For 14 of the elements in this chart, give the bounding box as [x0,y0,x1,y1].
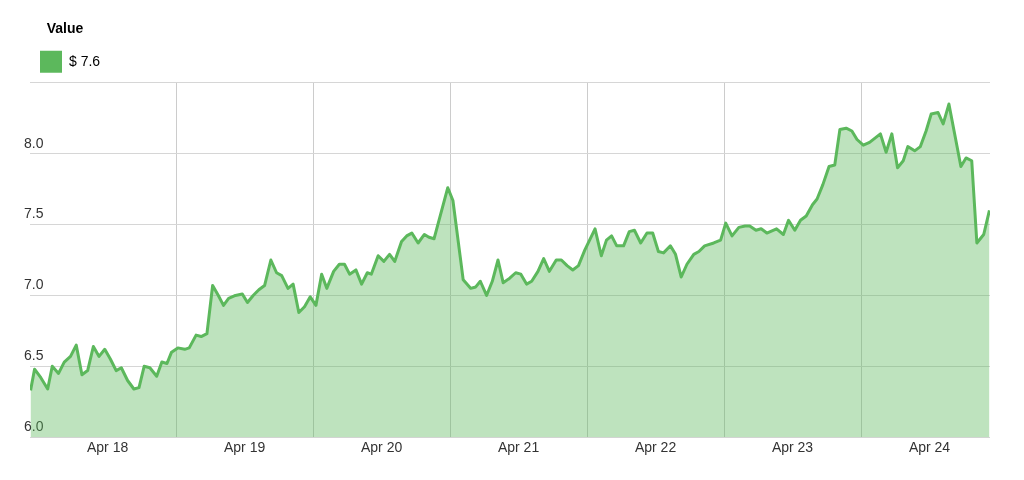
y-tick-label: 6.0 [24,418,44,435]
x-tick-label: Apr 24 [908,439,951,456]
x-tick-label: Apr 21 [497,439,540,456]
legend-label: $ 7.6 [69,52,101,69]
y-tick-label: 7.5 [24,205,44,222]
x-tick-label: Apr 18 [87,439,129,456]
y-tick-label: 8.0 [24,134,44,151]
x-tick-label: Apr 20 [360,439,403,456]
x-tick-label: Apr 23 [771,439,814,456]
legend-title: Value [46,19,84,36]
x-tick-label: Apr 22 [634,439,677,456]
y-tick-label: 7.0 [24,276,44,293]
y-tick-label: 6.5 [24,347,44,364]
x-tick-label: Apr 19 [223,439,266,456]
